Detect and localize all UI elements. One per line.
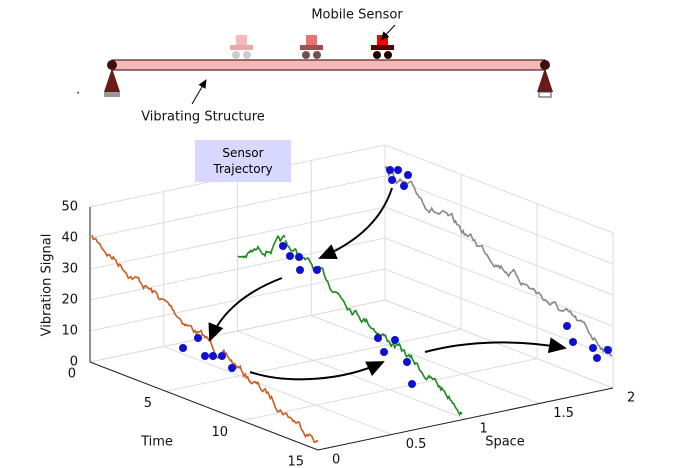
signal-trace [91, 234, 319, 444]
sensor-point [593, 354, 601, 362]
mark: . [76, 83, 80, 98]
space-tick-label: 1 [480, 422, 488, 437]
structure-label: Vibrating Structure [141, 110, 265, 125]
sensor-point [404, 171, 412, 179]
sensor-point [209, 352, 217, 360]
grid-line [89, 206, 614, 296]
sensor-ghost [300, 35, 323, 59]
support [104, 68, 120, 92]
sensor-point [604, 346, 612, 354]
grid-line [237, 330, 466, 420]
sensor-point [201, 352, 209, 360]
time-tick-label: 0 [68, 367, 76, 382]
sensor-point [388, 176, 396, 184]
grid-line [311, 315, 540, 404]
sensor-point [179, 344, 187, 352]
sensor-point [569, 338, 577, 346]
support [537, 68, 553, 92]
grid-line [89, 144, 614, 234]
space-tick-label: 0.5 [406, 437, 427, 452]
time-tick-label: 5 [144, 396, 152, 411]
title: Mobile Sensor [311, 8, 403, 23]
z-tick-label: 50 [61, 200, 78, 215]
sensor-point [403, 358, 411, 366]
sensor-point [374, 334, 382, 342]
space-tick-label: 0 [332, 453, 340, 468]
sensor-point [391, 336, 399, 344]
z-tick-label: 30 [61, 262, 78, 277]
sensor-point [408, 380, 416, 388]
legend-box: Sensor Trajectory [195, 140, 291, 182]
sensor-point [380, 348, 388, 356]
sensor-point [313, 266, 321, 274]
space-tick-label: 1.5 [553, 406, 574, 421]
time-tick-label: 15 [287, 455, 304, 468]
sensor-point [228, 364, 236, 372]
sensor-point [400, 182, 408, 190]
z-tick-label: 40 [61, 231, 78, 246]
grid-line [163, 346, 392, 435]
z-tick-label: 0 [70, 355, 78, 370]
sensor-point [394, 166, 402, 174]
beam [111, 59, 546, 71]
z-axis-label: Vibration Signal [40, 234, 55, 337]
grid-line [89, 175, 614, 265]
axis [89, 361, 319, 451]
z-tick-label: 20 [61, 293, 78, 308]
grid-line [384, 299, 614, 389]
sensor-point [286, 252, 294, 260]
sensor-point [295, 253, 303, 261]
sensor-point [589, 344, 597, 352]
axis [317, 387, 614, 451]
signal-trace [237, 234, 286, 259]
sensor-ghost [230, 35, 253, 59]
sensor-point [218, 352, 226, 360]
sensor-point [194, 334, 202, 342]
signal-trace [384, 165, 613, 357]
sensor-point [386, 166, 394, 174]
sensor-point [563, 322, 571, 330]
sensor-point [279, 242, 287, 250]
space-tick-label: 2 [627, 391, 635, 406]
space-axis-label: Space [485, 435, 525, 450]
z-tick-label: 10 [61, 324, 78, 339]
time-tick-label: 10 [211, 425, 228, 440]
time-axis-label: Time [140, 435, 173, 450]
sensor-point [296, 266, 304, 274]
